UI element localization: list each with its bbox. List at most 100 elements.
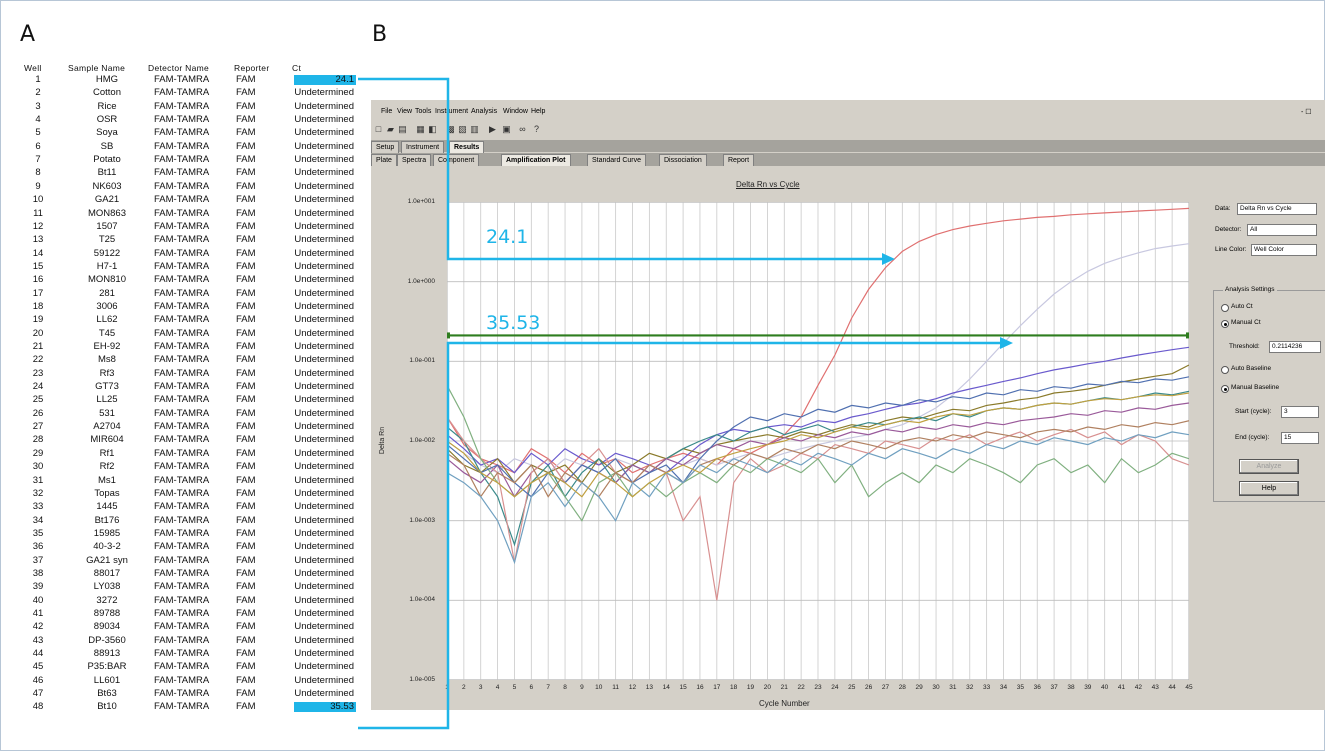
line-color-select[interactable]: Well Color xyxy=(1251,244,1317,256)
reporter-cell: FAM xyxy=(236,674,256,686)
tab-spectra[interactable]: Spectra xyxy=(397,154,432,166)
well-cell: 12 xyxy=(32,220,44,232)
well-cell: 19 xyxy=(32,314,44,326)
window-controls[interactable]: - ☐ xyxy=(1301,109,1312,116)
analyze-button[interactable]: Analyze xyxy=(1239,459,1299,474)
reporter-cell: FAM xyxy=(236,274,256,286)
reporter-cell: FAM xyxy=(236,314,256,326)
tab-amplification-plot[interactable]: Amplification Plot xyxy=(501,154,571,166)
menu-window[interactable]: Window xyxy=(503,108,528,115)
menu-file[interactable]: File xyxy=(381,108,393,115)
ct-cell: Undetermined xyxy=(294,688,354,700)
tab-dissociation[interactable]: Dissociation xyxy=(659,154,707,166)
start-cycle-input[interactable]: 3 xyxy=(1281,406,1319,418)
reporter-cell: FAM xyxy=(236,421,256,433)
run-icon[interactable]: ▶ xyxy=(489,124,496,134)
ct-cell: Undetermined xyxy=(294,300,354,312)
x-tick-label: 20 xyxy=(763,684,772,691)
help-button[interactable]: Help xyxy=(1239,481,1299,496)
sample-name-cell: MIR604 xyxy=(90,434,124,446)
menu-tools[interactable]: Tools xyxy=(415,108,432,115)
detector-name-cell: FAM-TAMRA xyxy=(154,140,210,152)
ct-cell: Undetermined xyxy=(294,127,354,139)
ct1-annotation: 24.1 xyxy=(486,226,529,248)
print-icon[interactable]: ▦ xyxy=(416,124,425,134)
detector-name-cell: FAM-TAMRA xyxy=(154,514,210,526)
sample-name-cell: A2704 xyxy=(93,421,121,433)
ct-cell: Undetermined xyxy=(294,180,354,192)
stop-icon[interactable]: ▣ xyxy=(502,124,511,134)
x-tick-label: 31 xyxy=(949,684,957,691)
open-icon[interactable]: ▰ xyxy=(387,124,394,134)
reporter-cell: FAM xyxy=(236,567,256,579)
x-tick-label: 21 xyxy=(780,684,788,691)
y-tick-label: 1.0e+001 xyxy=(407,198,435,205)
table-row: 2 Cotton FAM-TAMRA FAM Undetermined xyxy=(12,88,372,98)
table-row: 8 Bt11 FAM-TAMRA FAM Undetermined xyxy=(12,168,372,178)
tab-setup[interactable]: Setup xyxy=(371,141,400,153)
ct-cell: Undetermined xyxy=(294,567,354,579)
reporter-cell: FAM xyxy=(236,688,256,700)
well-cell: 35 xyxy=(32,527,44,539)
table-row: 30 Rf2 FAM-TAMRA FAM Undetermined xyxy=(12,462,372,472)
table-icon[interactable]: ▥ xyxy=(470,124,479,134)
tab-component[interactable]: Component xyxy=(433,154,480,166)
x-tick-label: 13 xyxy=(645,684,653,691)
ct-cell: Undetermined xyxy=(294,154,354,166)
table-row: 11 MON863 FAM-TAMRA FAM Undetermined xyxy=(12,208,372,219)
binoculars-icon[interactable]: ∞ xyxy=(519,124,526,134)
x-tick-label: 38 xyxy=(1067,684,1075,691)
manual-ct-radio[interactable] xyxy=(1221,320,1229,328)
well-cell: 5 xyxy=(35,127,41,139)
new-icon[interactable]: □ xyxy=(375,124,382,134)
save-icon[interactable]: ▤ xyxy=(398,124,407,134)
detector-name-cell: FAM-TAMRA xyxy=(154,487,210,499)
data-select[interactable]: Delta Rn vs Cycle xyxy=(1237,203,1317,215)
plot-title: Delta Rn vs Cycle xyxy=(736,180,800,189)
tab-instrument[interactable]: Instrument xyxy=(401,141,445,153)
table-row: 4 OSR FAM-TAMRA FAM Undetermined xyxy=(12,115,372,125)
threshold-input[interactable]: 0.2114236 xyxy=(1269,341,1321,353)
ct-cell: Undetermined xyxy=(294,487,354,499)
grid-icon[interactable]: ▧ xyxy=(458,124,467,134)
menu-view[interactable]: View xyxy=(397,108,413,115)
plate-icon[interactable]: ▩ xyxy=(446,124,455,134)
tab-plate[interactable]: Plate xyxy=(371,154,397,166)
ct2-connector-line xyxy=(358,341,1003,730)
sample-name-cell: Bt176 xyxy=(94,514,120,526)
table-row: 3 Rice FAM-TAMRA FAM Undetermined xyxy=(12,101,372,112)
menu-help[interactable]: Help xyxy=(531,108,546,115)
detector-select[interactable]: All xyxy=(1247,224,1317,236)
help-pointer-icon[interactable]: ? xyxy=(533,124,539,134)
auto-ct-radio[interactable] xyxy=(1221,304,1229,312)
well-cell: 13 xyxy=(32,234,44,246)
sample-name-cell: Ms8 xyxy=(98,354,116,366)
manual-baseline-radio[interactable] xyxy=(1221,385,1229,393)
tab-report[interactable]: Report xyxy=(723,154,755,166)
x-tick-label: 10 xyxy=(595,684,603,691)
sample-name-cell: Rf1 xyxy=(99,447,115,459)
tab-standard-curve[interactable]: Standard Curve xyxy=(587,154,647,166)
x-tick-label: 2 xyxy=(462,684,466,691)
reporter-cell: FAM xyxy=(236,234,256,246)
tab-results[interactable]: Results xyxy=(449,141,485,153)
reporter-cell: FAM xyxy=(236,701,256,713)
detector-name-cell: FAM-TAMRA xyxy=(154,154,210,166)
auto-baseline-radio[interactable] xyxy=(1221,366,1229,374)
reporter-cell: FAM xyxy=(236,300,256,312)
end-cycle-input[interactable]: 15 xyxy=(1281,432,1319,444)
amplification-plot[interactable] xyxy=(447,202,1189,680)
reporter-cell: FAM xyxy=(236,167,256,179)
table-row: 28 MIR604 FAM-TAMRA FAM Undetermined xyxy=(12,435,372,445)
detector-name-cell: FAM-TAMRA xyxy=(154,354,210,366)
ct-cell: Undetermined xyxy=(294,541,354,553)
table-row: 43 DP-3560 FAM-TAMRA FAM Undetermined xyxy=(12,635,372,646)
menu-instrument[interactable]: Instrument xyxy=(435,108,469,115)
preview-icon[interactable]: ◧ xyxy=(428,124,437,134)
threshold-handle-right xyxy=(1186,332,1189,339)
reporter-cell: FAM xyxy=(236,501,256,513)
menu-analysis[interactable]: Analysis xyxy=(471,108,498,115)
sample-name-cell: Bt10 xyxy=(97,701,117,713)
well-cell: 6 xyxy=(35,140,41,152)
ct-cell: Undetermined xyxy=(294,527,354,539)
